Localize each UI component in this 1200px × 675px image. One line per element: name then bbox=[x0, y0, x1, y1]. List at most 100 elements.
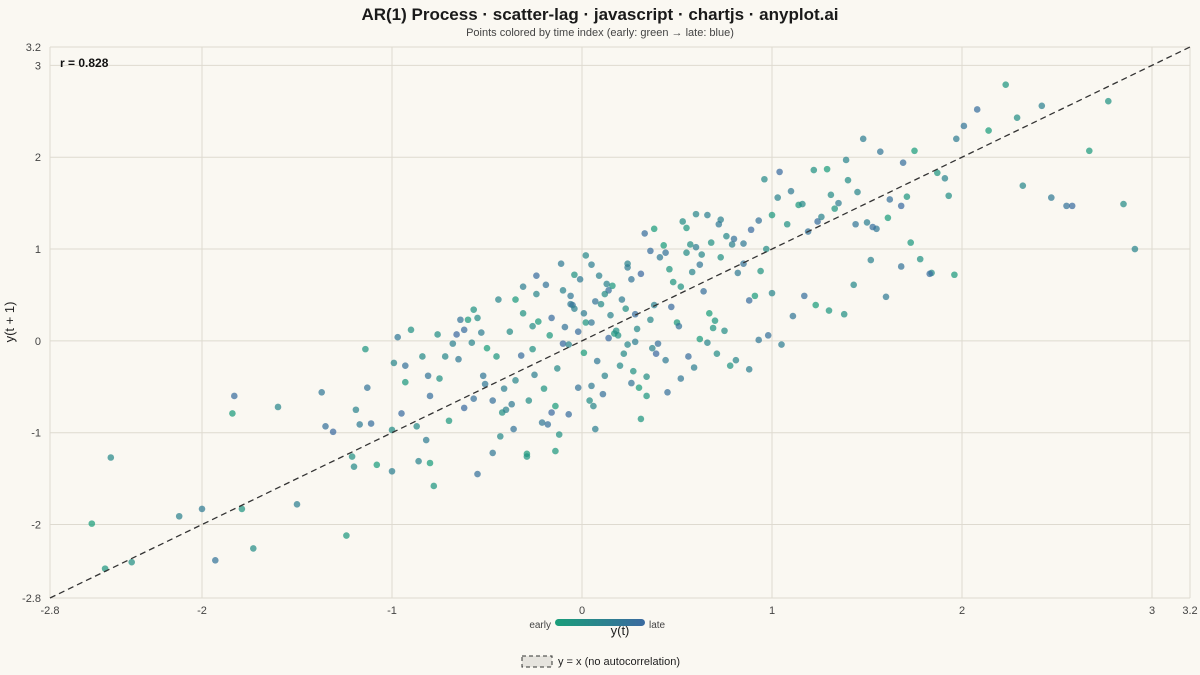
data-point bbox=[652, 350, 660, 358]
data-point bbox=[728, 241, 736, 248]
data-point bbox=[407, 326, 415, 334]
data-point bbox=[474, 470, 481, 478]
data-point bbox=[580, 349, 588, 357]
data-point bbox=[588, 382, 595, 390]
data-point bbox=[778, 341, 785, 348]
data-point bbox=[597, 300, 605, 308]
data-point bbox=[635, 384, 643, 392]
data-point bbox=[612, 327, 620, 335]
data-point bbox=[926, 270, 933, 278]
data-point bbox=[897, 202, 905, 210]
data-point bbox=[586, 397, 593, 404]
data-point bbox=[650, 301, 658, 309]
data-point bbox=[531, 371, 538, 379]
data-point bbox=[831, 205, 838, 212]
chart-title: AR(1) Process · scatter-lag · javascript… bbox=[361, 5, 838, 24]
x-tick-label: -1 bbox=[387, 605, 397, 617]
data-point bbox=[580, 310, 588, 317]
x-axis-ticks: -2.8 -2 -1 0 1 2 3 3.2 bbox=[41, 605, 1198, 617]
data-point bbox=[951, 271, 958, 279]
data-point bbox=[953, 135, 960, 143]
data-point bbox=[842, 156, 850, 164]
data-point bbox=[641, 230, 648, 237]
legend-label-reference-line: y = x (no autocorrelation) bbox=[558, 656, 680, 668]
data-point bbox=[688, 268, 696, 276]
colorbar-early-label: early bbox=[529, 620, 551, 631]
data-point bbox=[907, 239, 914, 246]
data-point bbox=[624, 341, 631, 348]
data-point bbox=[764, 332, 772, 339]
data-point bbox=[398, 410, 405, 417]
data-point bbox=[789, 312, 797, 320]
data-point bbox=[533, 272, 540, 279]
y-tick-label: 1 bbox=[35, 244, 41, 256]
data-point bbox=[662, 249, 669, 257]
data-point bbox=[683, 224, 690, 232]
x-tick-label: -2 bbox=[197, 605, 207, 617]
data-point bbox=[732, 356, 740, 364]
data-point bbox=[707, 239, 715, 246]
data-point bbox=[593, 357, 601, 365]
data-point bbox=[493, 353, 500, 360]
data-point bbox=[329, 428, 337, 436]
data-point bbox=[776, 168, 783, 176]
colorbar-late-label: late bbox=[649, 620, 666, 631]
data-point bbox=[426, 459, 434, 467]
data-point bbox=[903, 193, 911, 200]
data-point bbox=[601, 372, 609, 380]
data-point bbox=[479, 372, 487, 380]
data-point bbox=[630, 367, 637, 375]
data-point bbox=[726, 362, 734, 369]
data-point bbox=[582, 252, 590, 259]
data-point bbox=[1048, 194, 1055, 201]
data-point bbox=[506, 328, 514, 335]
data-point bbox=[489, 449, 497, 457]
data-point bbox=[552, 447, 559, 455]
data-point bbox=[757, 267, 764, 275]
data-point bbox=[704, 211, 711, 219]
data-point bbox=[647, 247, 654, 255]
data-point bbox=[436, 375, 443, 382]
data-point bbox=[622, 305, 629, 313]
data-point bbox=[734, 269, 742, 277]
time-colorbar bbox=[555, 619, 645, 626]
data-point bbox=[546, 332, 553, 339]
y-tick-label: 3.2 bbox=[26, 42, 41, 54]
data-point bbox=[554, 365, 561, 372]
data-point bbox=[413, 422, 421, 430]
data-point bbox=[464, 316, 472, 324]
x-tick-label: -2.8 bbox=[41, 605, 60, 617]
data-point bbox=[761, 175, 768, 183]
data-point bbox=[985, 127, 992, 134]
y-tick-label: 3 bbox=[35, 60, 41, 72]
y-tick-label: -1 bbox=[31, 428, 41, 440]
data-point bbox=[899, 159, 907, 167]
data-point bbox=[460, 326, 468, 334]
data-point bbox=[373, 461, 381, 469]
data-point bbox=[468, 339, 476, 347]
data-point bbox=[449, 340, 457, 347]
data-point bbox=[711, 317, 719, 324]
data-point bbox=[690, 364, 698, 371]
data-point bbox=[460, 404, 468, 412]
data-point bbox=[668, 303, 675, 311]
data-point bbox=[238, 505, 246, 513]
data-point bbox=[588, 261, 595, 268]
data-point bbox=[318, 388, 326, 396]
data-point bbox=[343, 532, 350, 539]
data-point bbox=[510, 425, 517, 433]
data-point bbox=[348, 453, 356, 460]
data-point bbox=[763, 245, 770, 253]
data-point bbox=[1063, 202, 1070, 210]
data-point bbox=[755, 217, 762, 224]
data-point bbox=[525, 397, 533, 404]
data-point bbox=[453, 331, 460, 338]
y-tick-label: 2 bbox=[35, 152, 41, 164]
data-point bbox=[489, 397, 497, 404]
data-point bbox=[620, 350, 628, 358]
data-point bbox=[533, 290, 540, 298]
data-point bbox=[512, 296, 519, 303]
data-point bbox=[548, 314, 555, 322]
data-point bbox=[624, 264, 631, 271]
